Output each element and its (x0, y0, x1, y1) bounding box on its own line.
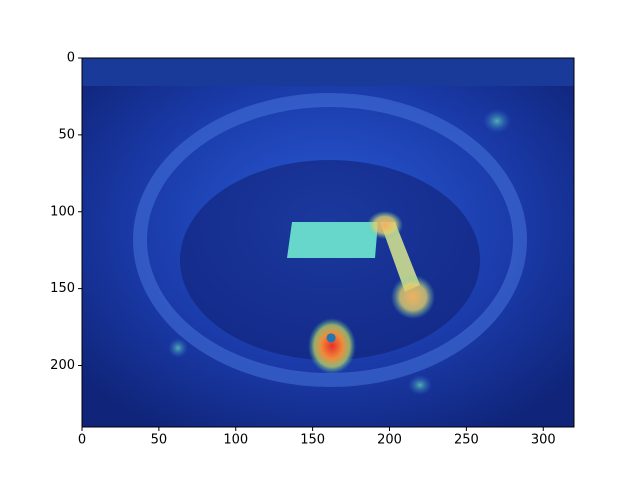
point (326, 333, 336, 343)
heatmap-image (82, 58, 574, 427)
plot-frame (81, 57, 575, 428)
x-tick-label: 200 (377, 433, 402, 448)
x-tick-label: 50 (151, 433, 168, 448)
y-tick-label: 150 (50, 281, 75, 296)
y-tick-label: 50 (58, 127, 75, 142)
x-tick-label: 0 (78, 433, 86, 448)
x-tick-label: 300 (531, 433, 556, 448)
y-tick-label: 200 (50, 358, 75, 373)
x-tick-label: 150 (300, 433, 325, 448)
y-tick-label: 0 (67, 51, 75, 66)
x-tick-label: 100 (223, 433, 248, 448)
x-tick-label: 250 (454, 433, 479, 448)
y-tick-label: 100 (50, 204, 75, 219)
